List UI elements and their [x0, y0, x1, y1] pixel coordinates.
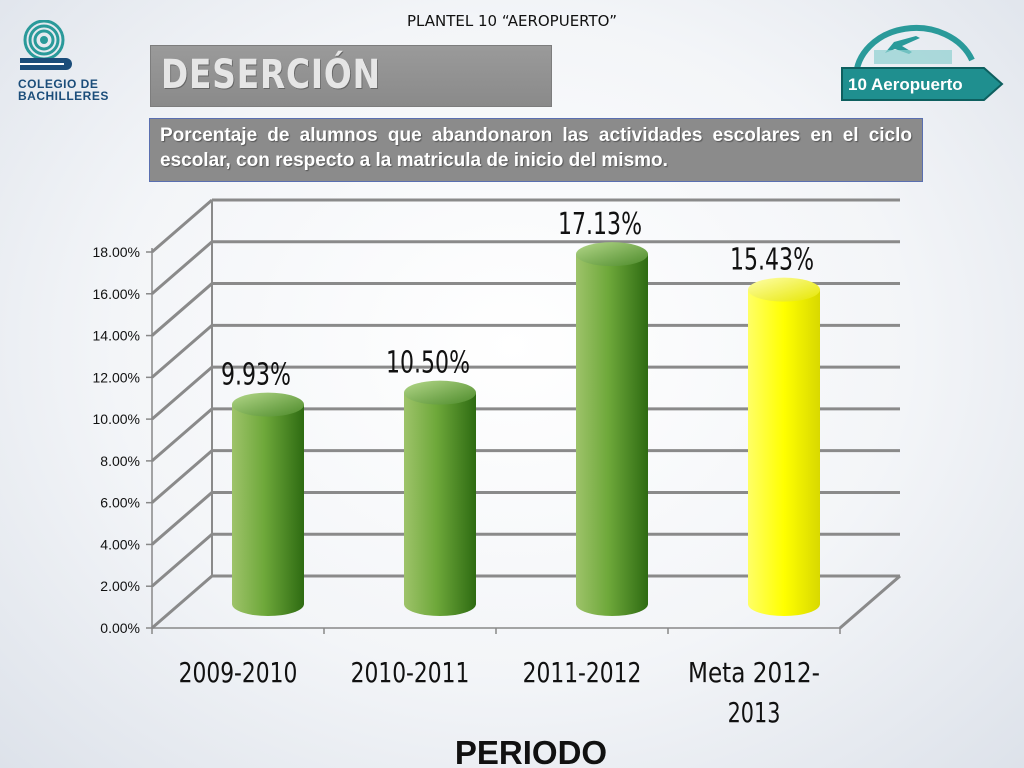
colegio-bachilleres-logo: COLEGIO DE BACHILLERES — [16, 19, 146, 110]
y-tick-label-4: 8.00% — [100, 453, 140, 469]
y-tick-label-8: 16.00% — [93, 286, 140, 302]
title-banner: DESERCIÓN — [150, 45, 552, 107]
bar-top-2 — [576, 242, 648, 267]
description-text: Porcentaje de alumnos que abandonaron la… — [160, 125, 912, 171]
terminal-icon — [874, 50, 952, 64]
y-tick-label-0: 0.00% — [100, 620, 140, 636]
plantel-heading: PLANTEL 10 “AEROPUERTO” — [407, 12, 617, 30]
y-tick-label-9: 18.00% — [93, 244, 140, 260]
y-tick-label-2: 4.00% — [100, 536, 140, 552]
bar-2 — [576, 242, 648, 616]
data-label-1: 10.50% — [386, 346, 470, 381]
page-title: DESERCIÓN — [161, 52, 381, 98]
logo-left-line2: BACHILLERES — [18, 89, 109, 103]
arrow-banner-icon — [841, 67, 1004, 101]
gridline-side-9 — [151, 198, 213, 254]
logo-left-text: COLEGIO DE BACHILLERES — [18, 78, 109, 102]
logo-right-text: 10 Aeropuerto — [848, 75, 963, 94]
category-label-2: 2011-2012 — [523, 656, 642, 689]
gridline-side-6 — [151, 324, 213, 379]
gridline-side-5 — [151, 365, 213, 421]
floor-right-edge — [839, 574, 901, 630]
bar-body-0 — [232, 404, 304, 616]
description-box: Porcentaje de alumnos que abandonaron la… — [149, 118, 923, 182]
data-label-0: 9.93% — [221, 358, 291, 393]
y-tick-label-3: 6.00% — [100, 495, 140, 511]
bar-body-2 — [576, 254, 648, 616]
chart-grid — [151, 198, 901, 630]
gridline-side-2 — [151, 491, 213, 546]
bar-3 — [748, 277, 820, 616]
gridline-side-0 — [151, 574, 213, 630]
gridline-side-8 — [151, 240, 213, 295]
bar-top-1 — [404, 380, 476, 405]
y-tick-label-7: 14.00% — [93, 328, 140, 344]
chart-axes — [146, 248, 841, 634]
x-axis-title: PERIODO — [455, 734, 607, 768]
gridline-side-4 — [151, 407, 213, 463]
data-label-2: 17.13% — [558, 207, 642, 242]
logo-arc — [853, 24, 975, 79]
bar-body-3 — [748, 289, 820, 616]
y-tick-label-6: 12.00% — [93, 369, 140, 385]
gridline-side-1 — [151, 533, 213, 588]
bar-0 — [232, 392, 304, 616]
chart-labels: 0.00% 2.00% 4.00% 6.00% 8.00% 10.00% 12.00% 14.… — [93, 207, 820, 768]
category-label-1: 2010-2011 — [351, 656, 470, 689]
airplane-icon — [885, 36, 920, 54]
gridline-side-7 — [151, 282, 213, 337]
bar-body-1 — [404, 392, 476, 616]
spiral-logo-icon — [20, 19, 72, 70]
logo-left-line1: COLEGIO DE — [18, 77, 99, 91]
data-label-3: 15.43% — [730, 243, 814, 278]
y-tick-label-1: 2.00% — [100, 578, 140, 594]
aeropuerto-logo: 10 Aeropuerto — [834, 20, 1006, 112]
gridline-side-3 — [151, 449, 213, 504]
chart-bars — [232, 242, 820, 616]
bar-1 — [404, 380, 476, 616]
category-label-3: Meta 2012- — [688, 656, 820, 689]
y-tick-label-5: 10.00% — [93, 411, 140, 427]
bar-top-3 — [748, 277, 820, 302]
category-label-3-line2: 2013 — [728, 696, 781, 729]
bar-top-0 — [232, 392, 304, 417]
category-label-0: 2009-2010 — [179, 656, 298, 689]
